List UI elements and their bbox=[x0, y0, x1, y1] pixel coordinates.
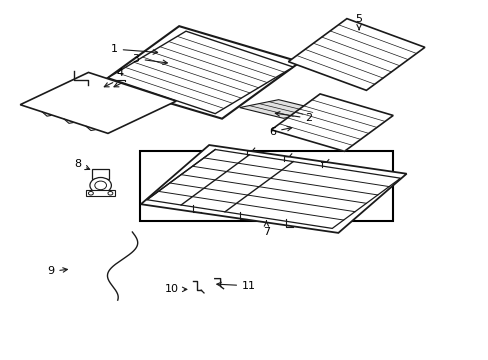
Circle shape bbox=[88, 192, 93, 195]
Circle shape bbox=[90, 177, 111, 193]
Text: 6: 6 bbox=[269, 126, 291, 136]
Bar bbox=[86, 190, 115, 196]
Text: 9: 9 bbox=[47, 266, 67, 276]
Text: 7: 7 bbox=[263, 221, 269, 237]
Polygon shape bbox=[271, 94, 392, 151]
Text: 5: 5 bbox=[355, 14, 362, 30]
Circle shape bbox=[108, 192, 113, 195]
Polygon shape bbox=[239, 100, 322, 118]
Text: 8: 8 bbox=[74, 159, 89, 170]
Text: 3: 3 bbox=[132, 54, 167, 64]
Polygon shape bbox=[141, 145, 406, 233]
Text: 2: 2 bbox=[275, 112, 312, 123]
Circle shape bbox=[95, 181, 106, 190]
Polygon shape bbox=[288, 19, 424, 90]
Polygon shape bbox=[20, 72, 176, 134]
Text: 10: 10 bbox=[164, 284, 186, 294]
Text: 1: 1 bbox=[110, 44, 157, 54]
Text: 4: 4 bbox=[116, 68, 123, 78]
Polygon shape bbox=[101, 26, 300, 119]
Polygon shape bbox=[108, 31, 293, 114]
Polygon shape bbox=[147, 149, 400, 228]
Text: 11: 11 bbox=[216, 281, 256, 291]
Bar bbox=[92, 169, 109, 179]
Bar bbox=[140, 151, 392, 221]
